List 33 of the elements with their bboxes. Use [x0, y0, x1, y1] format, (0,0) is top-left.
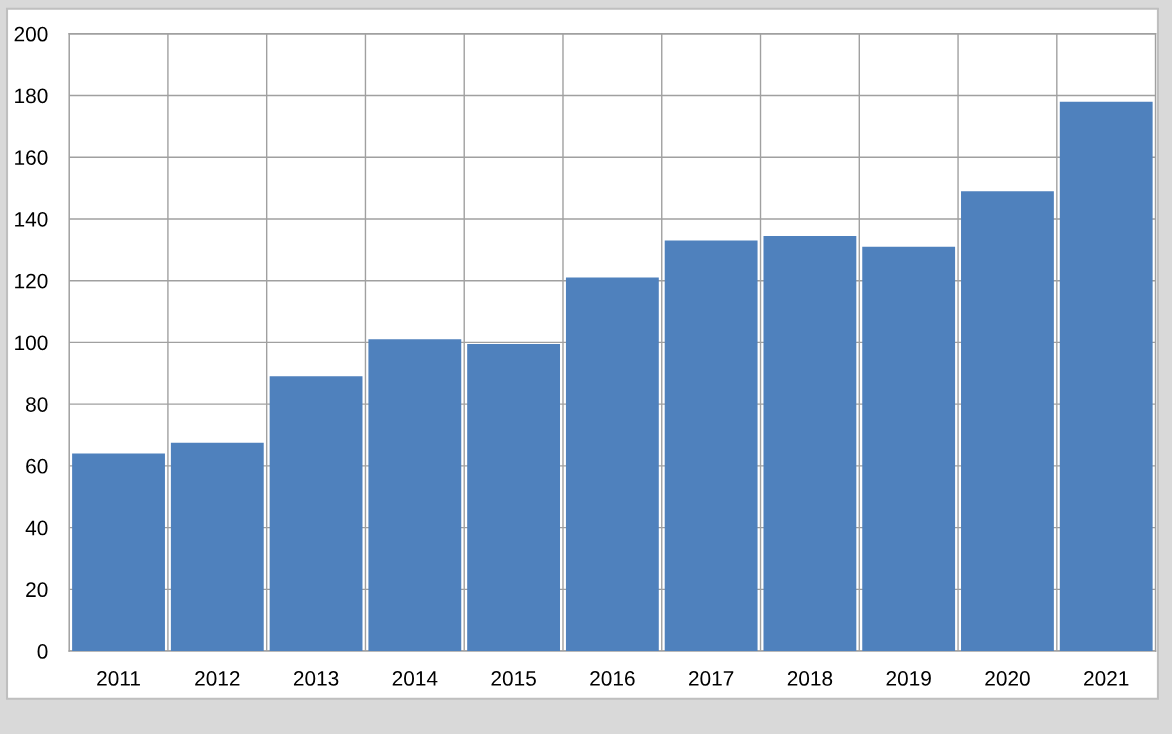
bar — [565, 277, 659, 652]
x-tick-label: 2019 — [886, 671, 931, 686]
bar — [368, 339, 462, 652]
y-tick-label: 40 — [25, 520, 48, 536]
bar — [1059, 101, 1153, 652]
y-tick-label: 160 — [15, 150, 48, 165]
bar — [862, 246, 956, 652]
x-tick-label: 2012 — [195, 671, 240, 686]
x-tick-label: 2021 — [1084, 671, 1129, 686]
y-tick-label: 60 — [26, 458, 48, 474]
x-tick-label: 2011 — [97, 671, 140, 686]
bar — [961, 191, 1054, 652]
bar — [170, 442, 264, 652]
x-tick-label: 2018 — [787, 671, 833, 686]
bar — [763, 235, 857, 652]
x-tick-label: 2016 — [590, 671, 635, 686]
x-tick-label: 2020 — [985, 671, 1030, 686]
bar — [467, 343, 561, 652]
x-tick-label: 2017 — [689, 671, 734, 686]
y-tick-label: 180 — [15, 88, 48, 104]
x-tick-label: 2014 — [392, 671, 438, 686]
bar — [72, 453, 165, 652]
y-tick-label: 120 — [15, 273, 48, 289]
y-tick-label: 200 — [14, 26, 48, 42]
y-tick-label: 80 — [26, 397, 48, 412]
y-tick-label: 140 — [15, 211, 48, 227]
bar — [664, 240, 758, 652]
y-tick-label: 20 — [26, 582, 48, 598]
bar — [269, 376, 363, 652]
y-tick-label: 0 — [37, 644, 48, 659]
x-tick-label: 2013 — [293, 671, 339, 686]
x-tick-label: 2015 — [491, 671, 536, 686]
y-tick-label: 100 — [15, 335, 48, 351]
